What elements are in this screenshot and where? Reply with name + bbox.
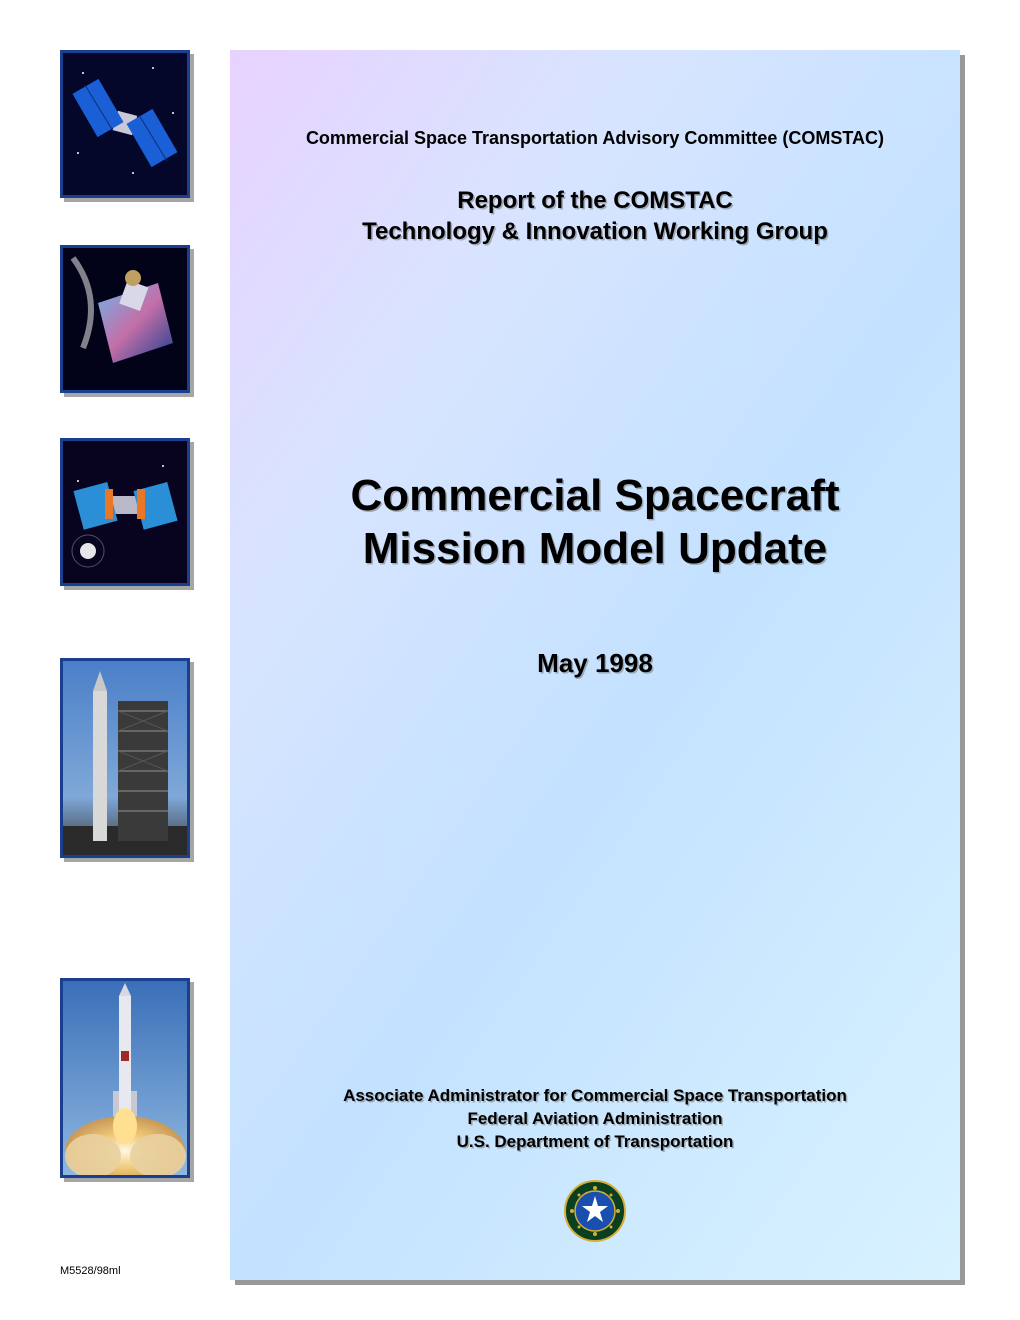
satellite-1-icon — [60, 50, 190, 198]
committee-line: Commercial Space Transportation Advisory… — [230, 128, 960, 149]
main-title: Commercial Spacecraft Mission Model Upda… — [230, 470, 960, 576]
satellite-2-icon — [60, 245, 190, 393]
title-line-2: Mission Model Update — [230, 523, 960, 576]
rocket-tower-icon — [60, 658, 190, 858]
document-code: M5528/98ml — [60, 1265, 121, 1277]
title-line-1: Commercial Spacecraft — [230, 470, 960, 523]
document-cover-page: Commercial Space Transportation Advisory… — [60, 50, 960, 1280]
report-line-1: Report of the COMSTAC — [230, 185, 960, 216]
thumbnail-sidebar — [60, 50, 220, 1280]
agency-block: Associate Administrator for Commercial S… — [230, 1085, 960, 1154]
agency-line-2: Federal Aviation Administration — [230, 1108, 960, 1131]
agency-line-3: U.S. Department of Transportation — [230, 1131, 960, 1154]
report-heading: Report of the COMSTAC Technology & Innov… — [230, 185, 960, 247]
main-content-panel: Commercial Space Transportation Advisory… — [230, 50, 960, 1280]
date-line: May 1998 — [230, 648, 960, 679]
agency-line-1: Associate Administrator for Commercial S… — [230, 1085, 960, 1108]
faa-seal-icon — [564, 1180, 626, 1242]
satellite-3-icon — [60, 438, 190, 586]
report-line-2: Technology & Innovation Working Group — [230, 216, 960, 247]
rocket-launch-icon — [60, 978, 190, 1178]
seal-container — [230, 1180, 960, 1247]
